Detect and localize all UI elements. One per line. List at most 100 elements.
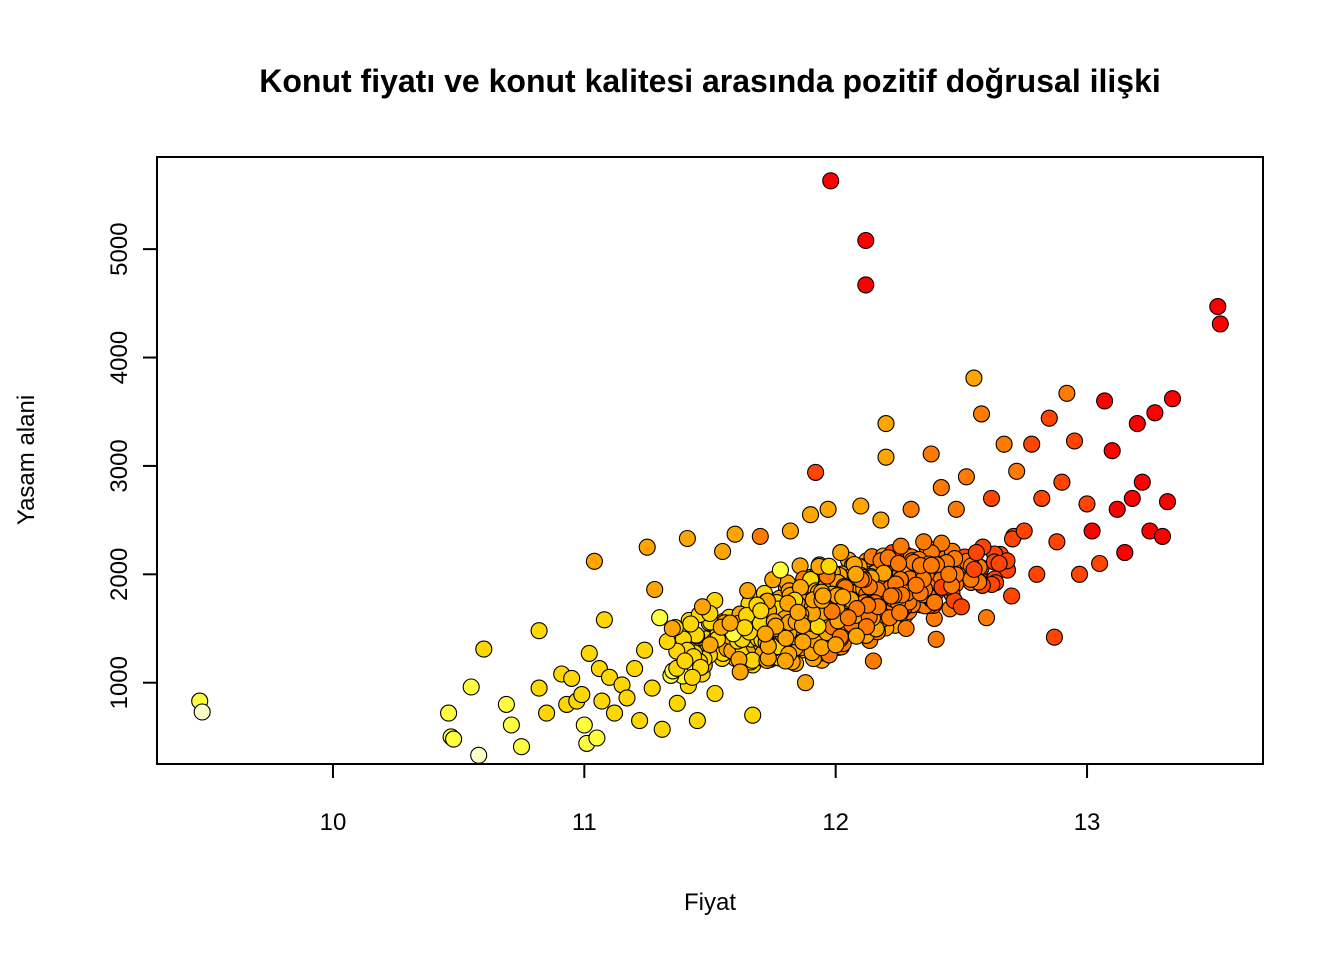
scatter-point <box>1153 527 1172 545</box>
scatter-point <box>1083 522 1101 540</box>
scatter-point <box>776 652 794 670</box>
scatter-point <box>701 636 719 654</box>
scatter-point <box>646 580 664 599</box>
scatter-point <box>1211 315 1229 333</box>
x-tick-label: 13 <box>1074 809 1101 836</box>
scatter-point <box>1015 522 1033 540</box>
scatter-point <box>813 639 831 657</box>
scatter-point <box>653 720 671 738</box>
scatter-point <box>982 489 1001 507</box>
scatter-point <box>864 652 882 670</box>
y-axis-label: Yasam alani <box>13 395 40 525</box>
scatter-point <box>940 565 958 583</box>
scatter-point <box>832 544 850 562</box>
scatter-point <box>626 660 644 678</box>
scatter-point <box>585 552 603 570</box>
scatter-point <box>721 614 739 632</box>
scatter-point <box>872 511 890 529</box>
scatter-point <box>965 560 983 579</box>
scatter-point <box>801 506 820 524</box>
chart-title: Konut fiyatı ve konut kalitesi arasında … <box>259 63 1161 99</box>
y-tick-label: 4000 <box>106 331 133 384</box>
scatter-point <box>475 640 493 658</box>
y-tick-label: 1000 <box>106 656 133 709</box>
scatter-point <box>470 746 488 764</box>
x-tick-label: 10 <box>320 809 347 836</box>
scatter-point <box>882 587 900 605</box>
scatter-point <box>440 704 458 722</box>
scatter-point <box>731 663 749 681</box>
scatter-point <box>1003 587 1021 605</box>
scatter-point <box>1053 473 1071 491</box>
scatter-point <box>907 576 925 594</box>
scatter-point <box>631 712 649 730</box>
scatter-point <box>1128 415 1146 433</box>
scatter-point <box>752 602 770 620</box>
scatter-point <box>1028 565 1046 583</box>
scatter-point <box>1040 409 1058 427</box>
scatter-point <box>814 587 832 605</box>
scatter-point <box>497 695 515 713</box>
scatter-point <box>538 704 556 722</box>
scatter-point <box>1116 544 1134 562</box>
scatter-point <box>977 609 996 627</box>
scatter-point <box>663 619 681 638</box>
scatter-point <box>1065 432 1084 450</box>
scatter-point <box>636 641 654 659</box>
scatter-point <box>580 644 598 662</box>
scatter-point <box>618 689 636 707</box>
y-tick-label: 5000 <box>106 222 133 275</box>
scatter-point <box>952 598 970 616</box>
scatter-point <box>595 611 613 629</box>
scatter-point <box>965 369 983 387</box>
scatter-point <box>820 557 838 575</box>
scatter-point <box>1048 533 1066 551</box>
scatter-point <box>1158 493 1177 511</box>
scatter-point <box>193 703 211 721</box>
scatter-point <box>927 630 945 648</box>
scatter-point <box>926 593 944 611</box>
scatter-point <box>897 619 915 638</box>
scatter-point <box>736 619 754 637</box>
x-tick-label: 11 <box>572 809 597 836</box>
scatter-point <box>1033 489 1051 507</box>
scatter-point <box>995 435 1013 453</box>
scatter-point <box>1209 298 1227 316</box>
scatter-point <box>678 529 696 548</box>
y-tick-label: 2000 <box>106 548 133 601</box>
scatter-point <box>1045 628 1063 646</box>
scatter-point <box>877 415 895 433</box>
scatter-point <box>1078 495 1096 513</box>
scatter-point <box>573 686 591 704</box>
y-axis: 1000 2000 3000 4000 5000 <box>106 222 158 709</box>
scatter-point <box>819 500 837 518</box>
scatter-point <box>889 554 908 573</box>
scatter-point <box>445 730 463 748</box>
scatter-point <box>1091 554 1109 573</box>
scatter-point <box>771 561 789 579</box>
y-tick-label: 3000 <box>106 439 133 492</box>
scatter-point <box>714 542 732 561</box>
scatter-point <box>789 603 807 621</box>
scatter-point <box>683 668 701 686</box>
scatter-point <box>512 738 531 756</box>
scatter-point <box>852 497 870 515</box>
scatter-point <box>834 588 852 606</box>
scatter-point <box>796 674 815 692</box>
x-axis-label: Fiyat <box>684 889 736 916</box>
x-axis: 10 11 12 13 <box>320 763 1101 836</box>
scatter-point <box>693 598 712 616</box>
scatter-point <box>1133 473 1151 491</box>
scatter-point <box>588 729 606 747</box>
scatter-point <box>1146 404 1164 422</box>
scatter-point <box>744 706 762 724</box>
scatter-point <box>915 533 933 551</box>
scatter-point <box>932 479 950 497</box>
scatter-point <box>605 704 624 722</box>
scatter-point <box>593 692 611 710</box>
scatter-point <box>1023 435 1041 453</box>
scatter-point <box>957 468 975 486</box>
scatter-point <box>739 582 757 600</box>
scatter-point <box>892 537 910 555</box>
